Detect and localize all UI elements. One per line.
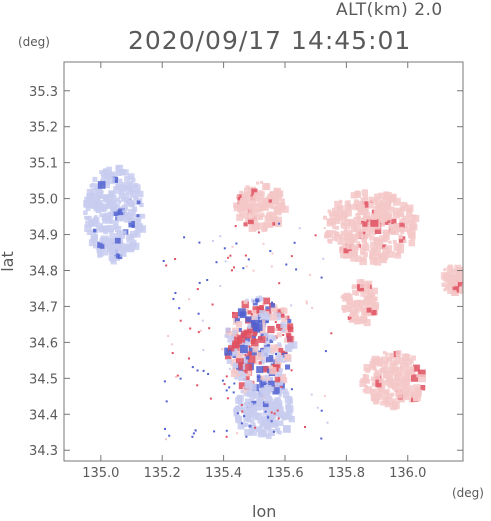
timestamp-title: 2020/09/17 14:45:01 [128, 26, 412, 55]
y-tick-label: 35.0 [29, 193, 58, 208]
y-unit-label: (deg) [18, 35, 50, 49]
echo-region-se-lobe [359, 350, 426, 411]
y-tick-label: 34.6 [29, 336, 58, 351]
x-tick-label: 135.2 [144, 466, 181, 481]
x-axis-title: lon [252, 502, 277, 521]
data-layer [83, 164, 463, 441]
y-tick-label: 35.2 [29, 121, 58, 136]
scattered-echoes [162, 222, 333, 441]
ticks-layer: 135.0 135.2 135.4 135.6 135.8 136.0 34.3 34.4 34… [29, 62, 463, 481]
echo-region-ne-large [323, 189, 420, 266]
y-tick-label: 34.3 [29, 444, 58, 459]
x-tick-label: 136.0 [389, 466, 426, 481]
plot-frame [63, 61, 464, 462]
y-tick-label: 34.4 [29, 408, 58, 423]
echo-region-south-center [233, 380, 295, 440]
y-tick-label: 34.5 [29, 372, 58, 387]
y-tick-label: 35.1 [29, 157, 58, 172]
y-tick-label: 34.9 [29, 229, 58, 244]
x-tick-label: 135.0 [82, 466, 119, 481]
y-tick-label: 34.7 [29, 300, 58, 315]
echo-region-north-center [233, 180, 289, 233]
x-tick-label: 135.8 [328, 466, 365, 481]
x-tick-label: 135.4 [205, 466, 242, 481]
echo-region-east-edge [440, 264, 463, 296]
echo-region-nw-cluster [83, 164, 147, 265]
echo-region-east-mid [340, 279, 380, 327]
x-tick-label: 135.6 [266, 466, 303, 481]
y-tick-label: 35.3 [29, 85, 58, 100]
y-tick-label: 34.8 [29, 264, 58, 279]
altitude-label: ALT(km) 2.0 [336, 0, 443, 20]
x-unit-label: (deg) [452, 486, 484, 500]
